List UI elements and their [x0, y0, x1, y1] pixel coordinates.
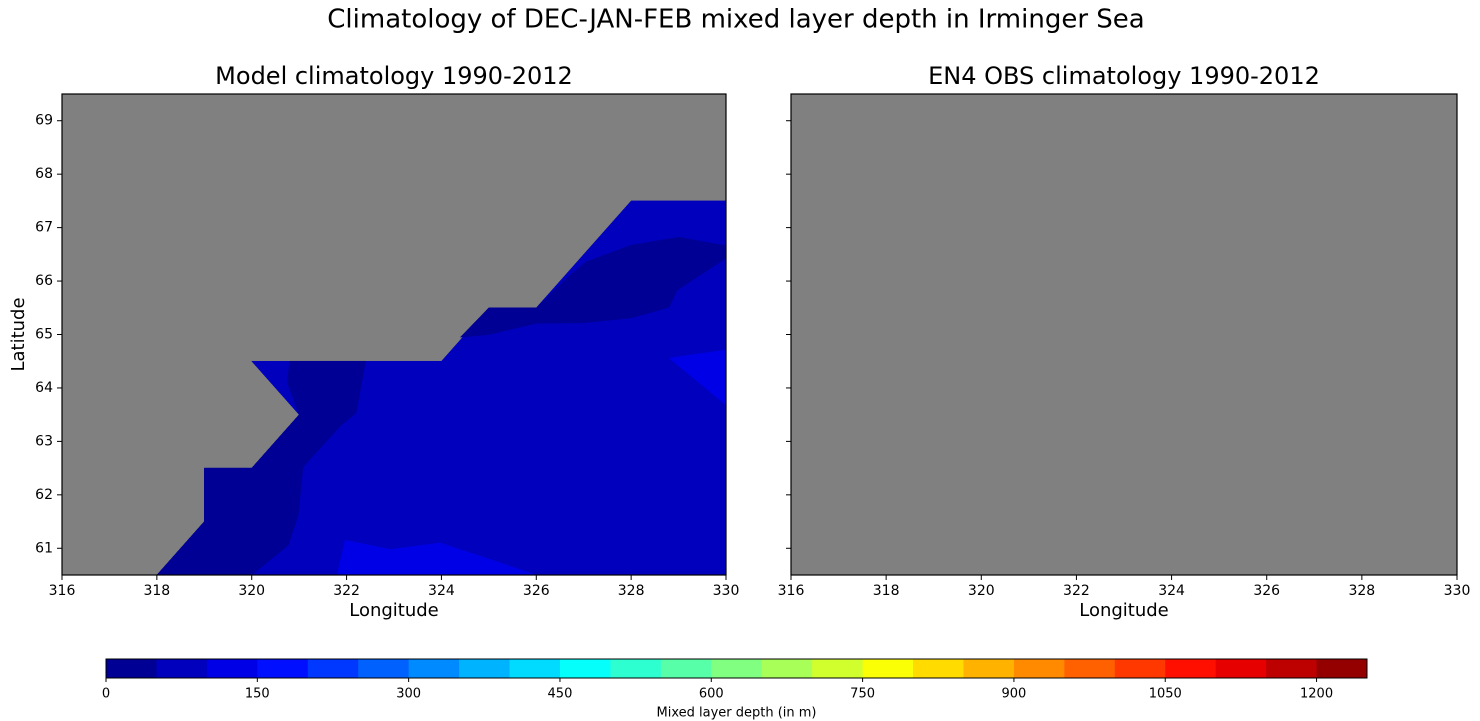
- x-tick-label: 318: [873, 583, 900, 599]
- axes-title: Model climatology 1990-2012: [215, 62, 573, 90]
- y-tick-label: 65: [35, 327, 53, 343]
- x-tick-label: 330: [1444, 583, 1471, 599]
- colorbar-segment: [106, 659, 157, 678]
- x-tick-label: 322: [333, 583, 360, 599]
- x-tick-label: 330: [713, 583, 740, 599]
- x-axis-label: Longitude: [1079, 600, 1169, 621]
- x-tick-label: 324: [1158, 583, 1185, 599]
- y-tick-label: 67: [35, 220, 53, 236]
- colorbar-segment: [1316, 659, 1368, 678]
- x-tick-label: 328: [1348, 583, 1375, 599]
- colorbar-segment: [1064, 659, 1116, 678]
- y-tick-label: 69: [35, 113, 53, 129]
- x-tick-label: 328: [618, 583, 645, 599]
- colorbar-segment: [559, 659, 611, 678]
- y-axis-label: Latitude: [8, 297, 29, 371]
- colorbar-segment: [257, 659, 309, 678]
- colorbar-segment: [358, 659, 410, 678]
- colorbar-segment: [408, 659, 460, 678]
- x-tick-label: 316: [778, 583, 805, 599]
- colorbar-segment: [711, 659, 763, 678]
- colorbar-tick-label: 0: [102, 687, 110, 702]
- colorbar-segment: [1266, 659, 1318, 678]
- x-tick-label: 326: [523, 583, 550, 599]
- x-tick-label: 322: [1063, 583, 1090, 599]
- colorbar-segment: [509, 659, 561, 678]
- colorbar-segment: [1165, 659, 1217, 678]
- colorbar-segment: [459, 659, 511, 678]
- x-tick-label: 324: [428, 583, 455, 599]
- y-tick-label: 66: [35, 273, 53, 289]
- figure-title: Climatology of DEC-JAN-FEB mixed layer d…: [327, 5, 1144, 35]
- colorbar-segment: [1114, 659, 1166, 678]
- colorbar-tick-label: 1200: [1300, 687, 1333, 702]
- y-tick-label: 64: [35, 380, 53, 396]
- colorbar-segment: [1013, 659, 1065, 678]
- y-tick-label: 68: [35, 166, 53, 182]
- colorbar-tick-label: 450: [548, 687, 573, 702]
- x-tick-label: 316: [49, 583, 76, 599]
- colorbar-segment: [307, 659, 359, 678]
- colorbar-segment: [206, 659, 258, 678]
- x-axis-label: Longitude: [349, 600, 439, 621]
- x-tick-label: 320: [968, 583, 995, 599]
- colorbar-tick-label: 300: [396, 687, 421, 702]
- colorbar-segment: [1215, 659, 1267, 678]
- axes-title: EN4 OBS climatology 1990-2012: [928, 62, 1320, 90]
- contour-region: [156, 360, 366, 576]
- colorbar-segment: [761, 659, 813, 678]
- colorbar-frame: [105, 658, 1368, 679]
- x-tick-label: 326: [1253, 583, 1280, 599]
- x-tick-label: 318: [143, 583, 170, 599]
- colorbar-tick-label: 600: [699, 687, 724, 702]
- colorbar-tick-label: 150: [245, 687, 270, 702]
- colorbar-segment: [862, 659, 914, 678]
- y-tick-label: 61: [35, 540, 53, 556]
- colorbar-tick-label: 1050: [1149, 687, 1182, 702]
- colorbar-tick-label: 750: [850, 687, 875, 702]
- colorbar-segment: [156, 659, 208, 678]
- colorbar-segment: [660, 659, 712, 678]
- x-tick-label: 320: [238, 583, 265, 599]
- colorbar-segment: [913, 659, 964, 678]
- colorbar-segment: [610, 659, 662, 678]
- y-tick-label: 62: [35, 487, 53, 503]
- colorbar-label: Mixed layer depth (in m): [656, 706, 816, 721]
- axes-background: [791, 94, 1457, 575]
- colorbar-segment: [812, 659, 864, 678]
- colorbar-segment: [963, 659, 1015, 678]
- colorbar-tick-label: 900: [1002, 687, 1027, 702]
- y-tick-label: 63: [35, 433, 53, 449]
